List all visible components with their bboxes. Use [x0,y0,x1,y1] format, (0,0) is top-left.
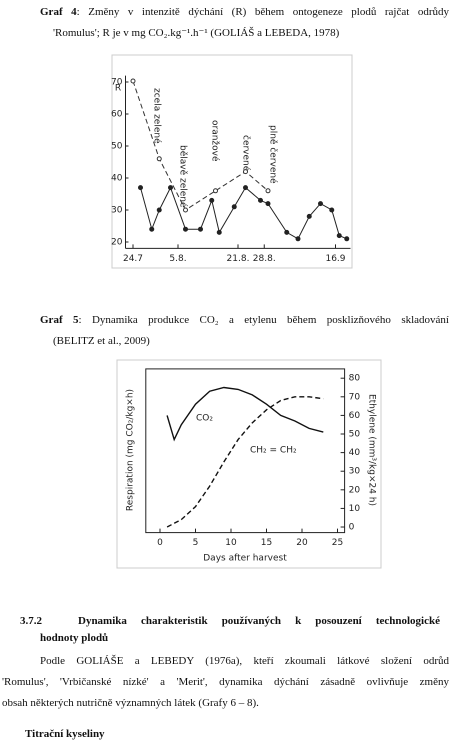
x-tick-label: 5.8. [169,254,186,264]
data-point [344,236,350,242]
y2-tick-label: 40 [349,448,361,458]
annotation: plně červené [268,125,279,184]
data-point [231,204,237,210]
figure-frame [111,54,353,269]
annotation: bělavě zelené [178,145,189,208]
x-tick-label: 24.7 [123,254,143,264]
plot-frame [145,368,346,534]
annotation: zcela zelené [152,88,163,144]
series-line [166,386,324,442]
annotation: oranžové [210,120,221,162]
data-point [183,226,188,232]
data-point [265,201,271,207]
series-label: CO₂ [196,414,213,424]
data-point [183,207,188,213]
subheading: Titrační kyseliny [25,728,105,740]
data-point [243,185,248,191]
data-point [318,201,323,207]
paragraph-line: Podle GOLIÁŠE a LEBEDY (1976a), kteří zk… [40,655,449,667]
data-point [265,188,271,194]
y-axis-label: R [115,84,121,94]
series-line [132,80,269,211]
data-point [156,156,162,162]
series-label: CH₂ = CH₂ [250,446,297,456]
data-point [284,229,290,235]
data-point [258,197,263,203]
y2-tick-label: 60 [349,411,361,421]
caption-line: 'Romulus'; R je v mg CO₂.kg⁻¹.h⁻¹ (GOLIÁ… [53,27,340,39]
x-tick-label: 28.8. [253,254,276,264]
x-axis-label: Days after harvest [203,554,287,564]
annotation: červené [241,135,252,172]
caption-text: : Změny v intenzitě dýchání (R) během on… [76,6,449,18]
x-tick-label: 10 [225,538,237,548]
y2-tick-label: 0 [349,523,355,533]
y-tick-label: 40 [111,174,123,184]
data-point [329,207,335,213]
paragraph-line: 'Romulus', 'Vrbičanské nízké' a 'Merit',… [2,676,449,688]
x-tick-label: 16.9 [325,254,345,264]
data-point [130,78,136,84]
y-tick-label: 20 [111,238,123,248]
caption-line: (BELITZ et al., 2009) [53,335,150,347]
data-point [216,229,222,235]
series-line [166,396,324,528]
y2-tick-label: 80 [349,374,361,384]
caption-line: Graf 4: Změny v intenzitě dýchání (R) bě… [40,5,449,19]
x-tick-label: 20 [296,538,308,548]
paragraph-line: obsah některých nutričně významných láte… [2,697,259,709]
data-point [306,213,312,219]
caption-label: Graf 5 [40,314,79,326]
data-point [209,197,215,203]
x-tick-label: 5 [193,538,199,548]
section-title: Dynamika charakteristik používaných k po… [78,615,440,627]
x-tick-label: 25 [332,538,343,548]
x-tick-label: 21.8. [227,254,250,264]
y-axis-label: Respiration (mg CO₂/kg×h) [126,389,136,511]
section-title: hodnoty plodů [40,632,109,644]
data-point [168,185,173,191]
caption-line: Graf 5: Dynamika produkce CO₂ a etylenu … [40,313,449,327]
x-tick-label: 15 [261,538,272,548]
y-tick-label: 50 [111,142,123,152]
data-point [295,236,301,242]
data-point [138,185,143,191]
data-point [336,233,342,239]
caption-text: : Dynamika produkce CO₂ a etylenu během … [78,314,449,326]
data-point [156,207,162,213]
data-point [198,226,203,232]
y2-tick-label: 10 [349,504,361,514]
y2-tick-label: 50 [349,430,361,440]
section-number: 3.7.2 [20,615,42,627]
y2-axis-label: Ethylene (mm³/kg×24 h) [367,394,377,506]
figure-frame [116,359,382,569]
y2-tick-label: 20 [349,485,361,495]
y-tick-label: 70 [111,78,123,88]
caption-label: Graf 4 [40,6,77,18]
y-tick-label: 30 [111,206,123,216]
x-tick-label: 0 [157,538,163,548]
y2-tick-label: 30 [349,467,361,477]
data-point [243,169,248,175]
data-point [149,226,155,232]
y-tick-label: 60 [111,110,123,120]
y2-tick-label: 70 [349,392,361,402]
data-point [213,188,218,194]
